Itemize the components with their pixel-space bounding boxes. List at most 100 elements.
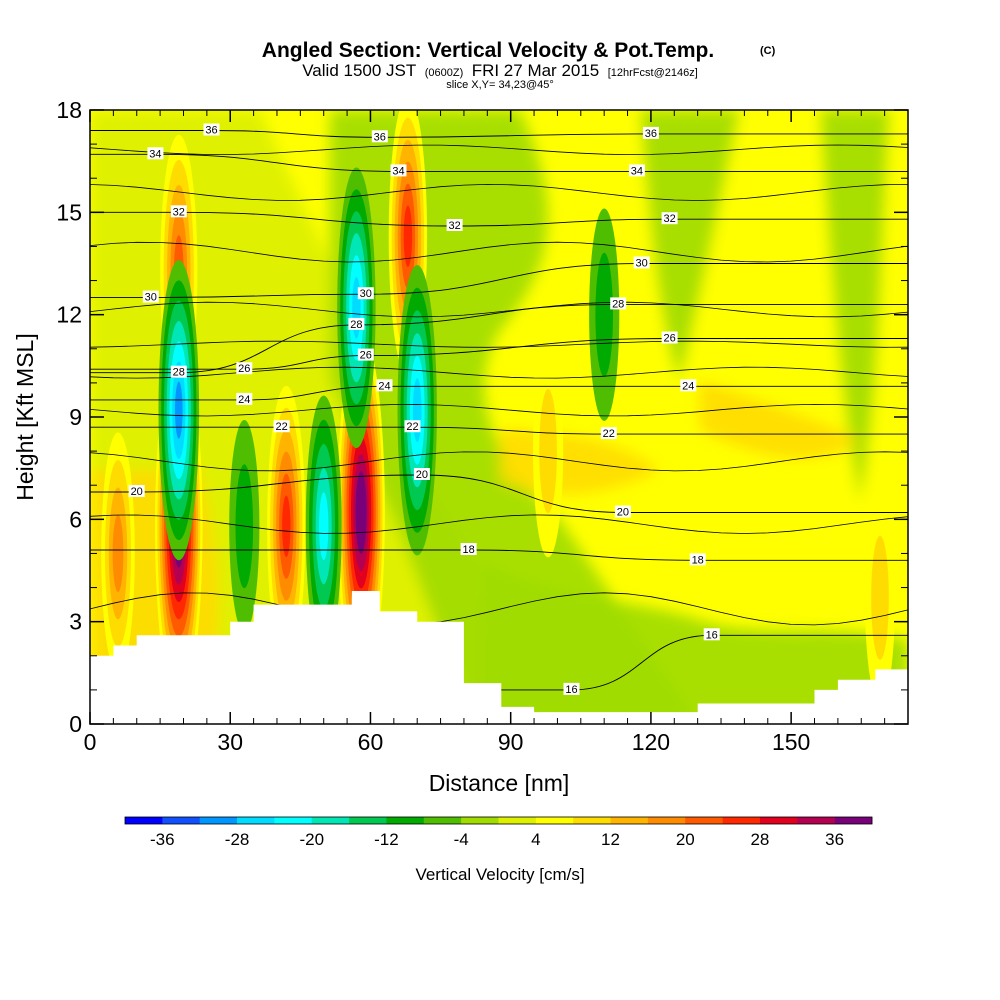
colorbar-cell (722, 817, 761, 824)
contour-label-text: 22 (406, 421, 418, 433)
contour-label-32: 32 (661, 212, 678, 225)
x-axis-title: Distance [nm] (429, 770, 570, 796)
contour-label-text: 18 (692, 554, 704, 566)
contour-label-text: 18 (462, 544, 474, 556)
contour-label-text: 32 (448, 220, 460, 232)
contour-labels: 36 36 36 34 34 34 32 32 32 30 30 30 28 28 28 26 26 26 24 24… (128, 123, 720, 696)
contour-label-16: 16 (703, 628, 720, 641)
contour-label-30: 30 (633, 256, 650, 270)
colorbar-cell (237, 817, 275, 824)
updraft-core-3 (267, 385, 306, 667)
velocity-level--28 (175, 381, 183, 439)
theta-contour-23 (90, 403, 908, 417)
contour-label-text: 26 (360, 350, 372, 362)
contour-label-text: 16 (706, 629, 718, 641)
velocity-level-24 (282, 495, 291, 557)
x-tick-label: 150 (772, 729, 810, 755)
contour-label-text: 24 (238, 394, 250, 406)
velocity-level-8 (539, 389, 557, 514)
x-tick-label: 120 (632, 729, 670, 755)
colorbar-tick-label: -12 (374, 830, 399, 849)
colorbar-title: Vertical Velocity [cm/s] (415, 865, 584, 884)
contour-label-text: 24 (682, 380, 694, 392)
contour-label-text: 36 (645, 128, 657, 140)
velocity-level-40 (357, 488, 365, 537)
contour-label-text: 36 (374, 131, 386, 143)
colorbar-cell (759, 817, 798, 824)
slice-info: slice X,Y= 34,23@45° (446, 79, 554, 91)
y-tick-label: 0 (69, 711, 82, 737)
colorbar: -36 -28 -20 -12 -4 4 12 20 28 36 Vertical Velocit… (124, 816, 873, 884)
copyright-mark: (C) (760, 45, 776, 57)
contour-label-text: 30 (360, 288, 372, 300)
contour-label-22: 22 (600, 427, 617, 440)
colorbar-cell (610, 817, 649, 824)
contour-label-36: 36 (642, 126, 659, 140)
forecast-info: [12hrFcst@2146z] (608, 67, 698, 79)
contour-label-32: 32 (446, 219, 463, 232)
theta-contour-36 (90, 130, 908, 138)
colorbar-tick-label: -4 (454, 830, 469, 849)
contour-label-20: 20 (128, 485, 145, 498)
contour-label-24: 24 (680, 379, 697, 392)
theta-contour-25 (90, 366, 908, 379)
contour-label-text: 20 (416, 469, 428, 481)
y-tick-label: 18 (56, 97, 82, 123)
velocity-level-24 (403, 205, 413, 267)
contour-label-text: 26 (663, 333, 675, 345)
colorbar-cell (535, 817, 574, 824)
colorbar-tick-label: 20 (676, 830, 695, 849)
downdraft-core-0 (158, 260, 200, 561)
colorbar-cell (199, 817, 238, 824)
contour-label-24: 24 (236, 392, 253, 406)
contour-label-26: 26 (661, 331, 678, 345)
velocity-level-8 (871, 535, 889, 660)
colorbar-cell (573, 817, 611, 824)
contour-label-28: 28 (348, 317, 365, 331)
contour-label-16: 16 (563, 682, 580, 696)
contour-label-text: 26 (238, 363, 250, 375)
y-tick-label: 15 (56, 199, 82, 225)
theta-contour-21 (90, 451, 908, 472)
theta-contour-33 (90, 183, 908, 201)
contour-label-34: 34 (390, 164, 407, 177)
contour-label-20: 20 (413, 468, 430, 481)
contour-label-text: 30 (635, 258, 647, 270)
contour-label-text: 34 (392, 165, 404, 177)
velocity-level-16 (112, 514, 124, 592)
downdraft-core-5 (589, 208, 620, 421)
contour-label-text: 36 (205, 125, 217, 137)
contour-label-22: 22 (273, 420, 290, 433)
contour-label-26: 26 (236, 362, 253, 375)
updraft-core-0 (101, 432, 135, 675)
contour-label-32: 32 (170, 205, 187, 218)
x-tick-label: 60 (358, 729, 384, 755)
theta-contour-31 (90, 241, 908, 263)
colorbar-cell (498, 817, 537, 824)
valid-time: Valid 1500 JST (302, 61, 416, 80)
contour-label-text: 28 (350, 319, 362, 331)
colorbar-tick-label: 4 (531, 830, 540, 849)
contour-label-text: 30 (145, 292, 157, 304)
contour-label-text: 34 (149, 148, 161, 160)
colorbar-tick-label: 36 (825, 830, 844, 849)
colorbar-cell (647, 817, 686, 824)
contour-label-18: 18 (689, 553, 706, 566)
chart-title: Angled Section: Vertical Velocity & Pot.… (262, 39, 714, 62)
colorbar-frame (124, 816, 873, 825)
theta-contour-24 (90, 385, 908, 401)
theta-contour-27 (90, 340, 908, 348)
downdraft-core-4 (397, 265, 437, 556)
colorbar-tick-label: 12 (601, 830, 620, 849)
utc-time: (0600Z) (425, 67, 464, 79)
colorbar-cell (386, 817, 425, 824)
y-tick-label: 6 (69, 506, 82, 532)
x-tick-label: 0 (84, 729, 97, 755)
y-tick-label: 12 (56, 302, 82, 328)
colorbar-cell (685, 817, 723, 824)
contour-label-text: 28 (173, 367, 185, 379)
contour-label-24: 24 (376, 379, 393, 392)
theta-contour-19 (90, 514, 908, 534)
